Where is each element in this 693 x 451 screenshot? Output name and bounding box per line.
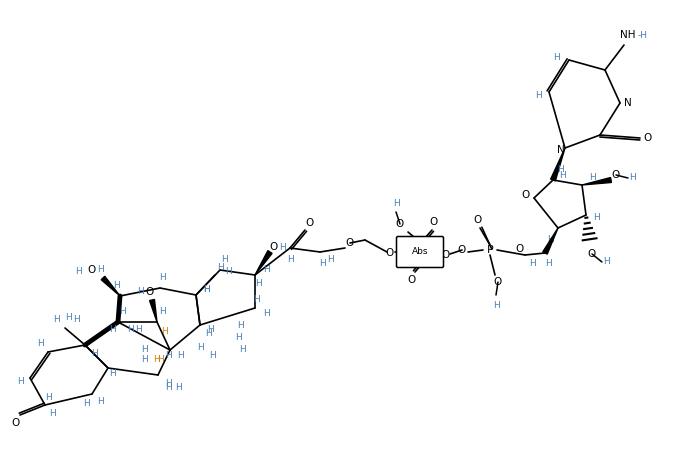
Text: H: H xyxy=(96,266,103,275)
Text: H: H xyxy=(37,340,44,349)
Text: O: O xyxy=(87,265,95,275)
Text: H: H xyxy=(161,327,168,336)
Text: H: H xyxy=(50,409,56,418)
Text: H: H xyxy=(137,287,143,296)
Text: O: O xyxy=(643,133,651,143)
Text: H: H xyxy=(134,326,141,335)
Text: H: H xyxy=(96,397,103,406)
Text: H: H xyxy=(154,355,160,364)
Text: H: H xyxy=(254,295,261,304)
Text: H: H xyxy=(593,212,599,221)
Text: O: O xyxy=(306,218,314,228)
Text: N: N xyxy=(624,98,632,108)
Text: H: H xyxy=(236,321,243,330)
Text: H: H xyxy=(91,349,98,358)
Text: H: H xyxy=(76,267,82,276)
Text: H: H xyxy=(263,266,270,275)
Text: H: H xyxy=(254,279,261,287)
Text: O: O xyxy=(612,170,620,180)
Text: H: H xyxy=(588,172,595,181)
Text: O: O xyxy=(269,242,277,252)
Polygon shape xyxy=(101,276,120,296)
Text: H: H xyxy=(529,258,536,267)
Polygon shape xyxy=(582,178,611,185)
Text: H: H xyxy=(222,256,229,264)
Text: H: H xyxy=(209,350,216,359)
Text: O: O xyxy=(145,287,153,297)
Text: H: H xyxy=(109,368,116,377)
Text: H: H xyxy=(202,285,209,295)
Text: O: O xyxy=(494,277,502,287)
Text: O: O xyxy=(408,275,416,285)
Text: H: H xyxy=(159,273,166,282)
Text: H: H xyxy=(263,308,270,318)
Text: O: O xyxy=(516,244,524,254)
Text: O: O xyxy=(11,418,19,428)
Text: O: O xyxy=(458,245,466,255)
Text: H: H xyxy=(141,355,148,364)
Text: H: H xyxy=(235,333,241,342)
Text: H: H xyxy=(554,52,561,61)
Text: P: P xyxy=(486,245,493,255)
Text: N: N xyxy=(557,145,565,155)
Text: O: O xyxy=(473,215,481,225)
Text: H: H xyxy=(279,244,286,253)
Text: H: H xyxy=(165,350,171,359)
Text: -H: -H xyxy=(638,31,648,40)
Text: O: O xyxy=(386,248,394,258)
Text: O: O xyxy=(441,250,449,260)
Text: H: H xyxy=(165,382,171,391)
Text: H: H xyxy=(114,281,121,290)
Text: H: H xyxy=(197,344,203,353)
Text: H: H xyxy=(393,198,399,207)
Text: H: H xyxy=(202,285,209,295)
Text: H: H xyxy=(545,259,552,268)
Text: H: H xyxy=(493,300,500,309)
Text: H: H xyxy=(177,350,184,359)
Text: H: H xyxy=(547,235,554,244)
Text: H: H xyxy=(240,345,247,354)
Text: O: O xyxy=(346,238,354,248)
Text: H: H xyxy=(73,316,80,325)
Text: H: H xyxy=(536,91,543,100)
Polygon shape xyxy=(255,251,272,275)
Polygon shape xyxy=(150,299,157,322)
Polygon shape xyxy=(551,148,565,181)
Text: H: H xyxy=(326,256,333,264)
Text: H: H xyxy=(53,316,60,325)
Text: H: H xyxy=(165,378,171,387)
Text: H: H xyxy=(159,308,166,317)
Text: H: H xyxy=(604,258,611,267)
Text: H: H xyxy=(120,308,126,317)
Text: O: O xyxy=(522,190,530,200)
Text: H: H xyxy=(44,392,51,401)
Text: H: H xyxy=(175,382,182,391)
Text: H: H xyxy=(287,256,293,264)
Text: H: H xyxy=(204,328,211,337)
Text: H: H xyxy=(560,170,566,179)
FancyBboxPatch shape xyxy=(396,236,444,267)
Text: H: H xyxy=(64,313,71,322)
Text: O: O xyxy=(430,217,438,227)
Polygon shape xyxy=(543,228,558,254)
Text: H: H xyxy=(141,345,148,354)
Text: NH: NH xyxy=(620,30,635,40)
Text: H: H xyxy=(157,355,164,364)
Text: H: H xyxy=(319,259,326,268)
Text: H: H xyxy=(207,326,213,335)
Text: H: H xyxy=(217,262,223,272)
Text: H: H xyxy=(556,166,563,175)
Text: H: H xyxy=(225,267,231,276)
Text: H: H xyxy=(109,326,116,335)
Text: H: H xyxy=(84,400,90,409)
Text: H: H xyxy=(17,377,24,386)
Text: O: O xyxy=(588,249,596,259)
Text: Abs: Abs xyxy=(412,248,428,257)
Text: O: O xyxy=(396,219,404,229)
Text: H: H xyxy=(630,174,636,183)
Text: H: H xyxy=(127,326,133,335)
